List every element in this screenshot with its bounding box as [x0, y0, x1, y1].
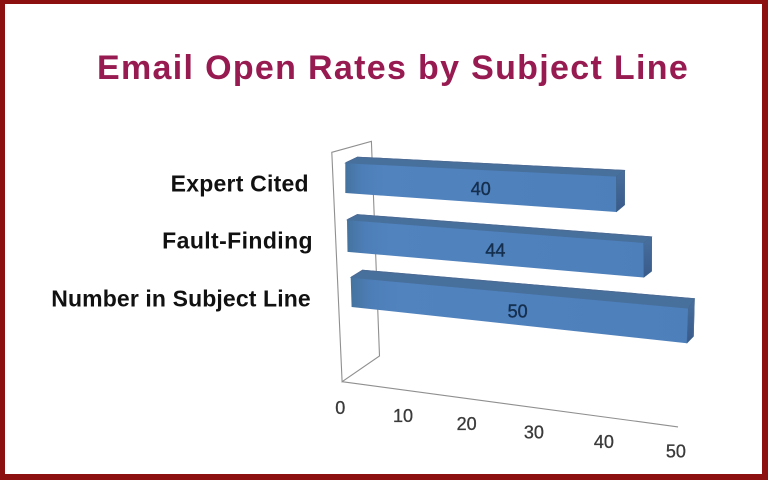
svg-text:50: 50: [666, 442, 686, 462]
svg-text:50: 50: [508, 302, 528, 322]
svg-text:10: 10: [393, 406, 413, 426]
svg-text:44: 44: [485, 240, 505, 260]
svg-text:Fault-Finding: Fault-Finding: [162, 227, 313, 253]
svg-text:0: 0: [335, 398, 345, 418]
svg-text:Number in Subject Line: Number in Subject Line: [51, 286, 311, 312]
svg-text:40: 40: [594, 432, 614, 452]
svg-text:Expert Cited: Expert Cited: [171, 170, 309, 196]
svg-text:20: 20: [457, 414, 477, 434]
svg-text:30: 30: [524, 423, 544, 443]
svg-text:40: 40: [471, 179, 491, 199]
